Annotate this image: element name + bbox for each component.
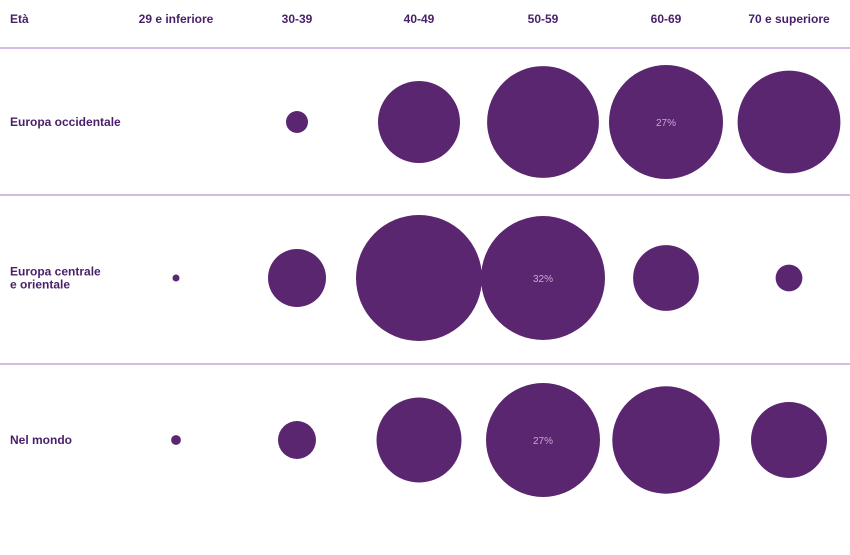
bubble-value-labels: 27% 32% 27%	[533, 118, 676, 447]
bubble-value-label-r1: 27%	[656, 118, 676, 129]
bubble-r2-c5	[633, 245, 699, 311]
bubble-r2-c2	[268, 249, 326, 307]
row-label-1: Europa occidentale	[10, 115, 121, 129]
row-dividers	[0, 47, 850, 365]
bubble-r1-c6	[737, 70, 841, 174]
column-header-5: 60-69	[651, 12, 682, 26]
column-header-6: 70 e superiore	[748, 12, 830, 26]
bubble-r2-c3	[356, 215, 482, 341]
bubble-r3-c2	[278, 421, 316, 459]
bubble-r3-c5	[612, 386, 720, 494]
bubble-r2-c4	[481, 216, 605, 340]
bubble-r2-c1	[172, 274, 180, 282]
bubble-r1-c5	[609, 65, 723, 179]
bubble-r3-c6	[751, 402, 827, 478]
bubble-r1-c2	[286, 111, 308, 133]
column-header-4: 50-59	[528, 12, 559, 26]
bubbles	[171, 65, 841, 497]
row-label-2: Europa centrale e orientale	[10, 265, 101, 292]
bubble-value-label-r2: 32%	[533, 274, 553, 285]
bubble-r2-c6	[775, 264, 803, 292]
bubble-r3-c1	[171, 435, 181, 445]
bubble-r1-c3	[378, 81, 460, 163]
bubble-r1-c4	[487, 66, 599, 178]
column-headers: 29 e inferiore 30-39 40-49 50-59 60-69 70 e s…	[139, 12, 830, 26]
bubble-r3-c3	[376, 397, 462, 483]
corner-label: Età	[10, 12, 29, 26]
column-header-3: 40-49	[404, 12, 435, 26]
bubble-r3-c4	[486, 383, 600, 497]
column-header-2: 30-39	[282, 12, 313, 26]
bubble-value-label-r3: 27%	[533, 436, 553, 447]
column-header-1: 29 e inferiore	[139, 12, 214, 26]
row-label-3: Nel mondo	[10, 433, 72, 447]
row-labels: Europa occidentale Europa centrale e orien…	[10, 115, 121, 447]
